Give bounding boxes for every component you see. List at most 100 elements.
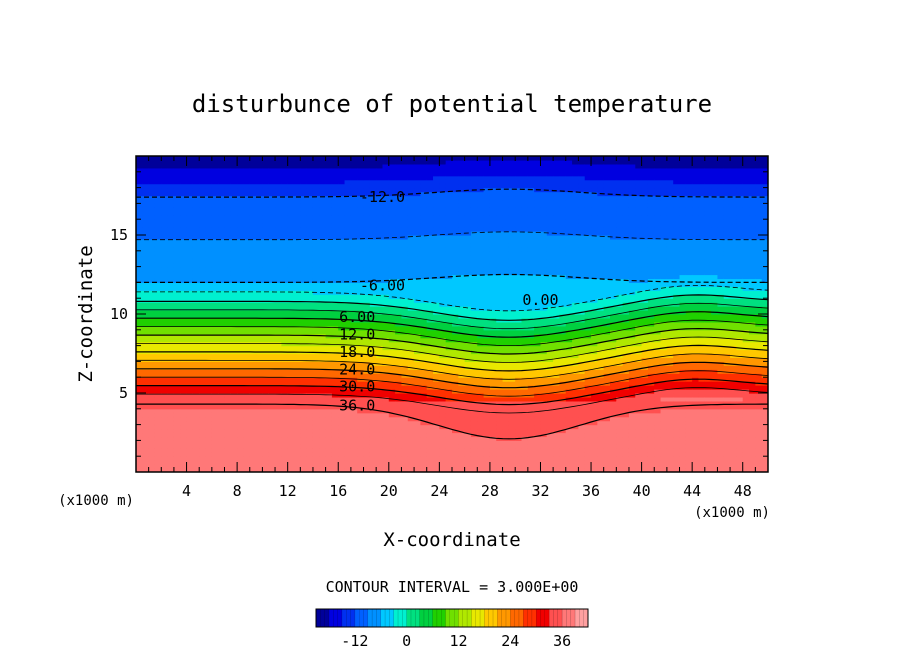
field-cell: [388, 444, 396, 449]
field-cell: [167, 456, 175, 461]
field-cell: [205, 270, 213, 276]
field-cell: [230, 183, 238, 189]
field-cell: [275, 290, 282, 295]
field-cell: [521, 440, 529, 445]
field-cell: [186, 246, 194, 252]
field-cell: [426, 235, 434, 240]
field-cell: [369, 203, 377, 208]
field-cell: [477, 298, 485, 303]
field-cell: [180, 211, 188, 216]
field-cell: [369, 428, 377, 434]
field-cell: [433, 314, 440, 319]
field-cell: [173, 337, 181, 343]
field-cell: [142, 329, 150, 335]
field-cell: [243, 254, 251, 260]
field-cell: [249, 373, 257, 378]
field-cell: [357, 416, 365, 422]
field-cell: [148, 329, 156, 335]
field-cell: [180, 377, 188, 382]
field-cell: [363, 385, 371, 390]
field-cell: [496, 266, 504, 272]
field-cell: [338, 270, 346, 276]
field-cell: [224, 385, 232, 390]
field-cell: [256, 171, 263, 177]
field-cell: [439, 460, 447, 465]
field-cell: [268, 365, 276, 370]
field-cell: [464, 400, 472, 406]
field-cell: [192, 203, 200, 208]
field-cell: [287, 207, 295, 212]
field-cell: [173, 400, 181, 406]
field-cell: [275, 416, 282, 422]
field-cell: [357, 412, 365, 418]
field-cell: [496, 199, 504, 204]
field-cell: [464, 389, 472, 394]
field-cell: [489, 302, 497, 307]
field-cell: [192, 428, 200, 434]
field-cell: [407, 290, 415, 295]
field-cell: [401, 345, 409, 351]
field-cell: [350, 179, 358, 185]
field-cell: [205, 227, 213, 232]
field-cell: [256, 424, 263, 430]
field-cell: [281, 408, 289, 414]
field-cell: [414, 199, 421, 204]
field-cell: [395, 250, 403, 256]
field-cell: [527, 381, 535, 386]
field-cell: [388, 349, 396, 355]
field-cell: [287, 373, 295, 378]
field-cell: [433, 254, 440, 260]
field-cell: [262, 416, 270, 422]
field-cell: [464, 341, 472, 347]
field-cell: [331, 215, 339, 220]
field-cell: [186, 223, 194, 228]
field-cell: [439, 464, 447, 469]
field-cell: [306, 175, 314, 181]
field-cell: [142, 408, 150, 414]
field-cell: [521, 235, 529, 240]
field-cell: [249, 223, 257, 228]
field-cell: [331, 262, 339, 268]
field-cell: [148, 159, 156, 165]
field-cell: [218, 199, 226, 204]
field-cell: [508, 337, 516, 343]
field-cell: [230, 400, 238, 406]
field-cell: [426, 369, 434, 374]
field-cell: [401, 416, 409, 422]
field-cell: [401, 396, 409, 402]
field-cell: [388, 282, 396, 287]
field-cell: [256, 294, 263, 299]
field-cell: [161, 341, 169, 347]
field-cell: [483, 195, 491, 201]
field-cell: [205, 329, 213, 335]
field-cell: [489, 282, 497, 287]
field-cell: [489, 242, 497, 248]
field-cell: [470, 440, 478, 445]
field-cell: [161, 310, 169, 315]
field-cell: [350, 290, 358, 295]
field-cell: [249, 333, 257, 339]
field-cell: [464, 242, 472, 248]
field-cell: [243, 207, 251, 212]
field-cell: [192, 298, 200, 303]
field-cell: [376, 357, 384, 362]
field-cell: [211, 274, 219, 280]
field-cell: [357, 420, 365, 426]
field-cell: [275, 428, 282, 434]
field-cell: [281, 396, 289, 402]
field-cell: [508, 333, 516, 339]
field-cell: [483, 183, 491, 189]
field-cell: [199, 207, 207, 212]
field-cell: [173, 298, 181, 303]
field-cell: [483, 416, 491, 422]
field-cell: [256, 389, 263, 394]
field-cell: [294, 365, 301, 370]
field-cell: [192, 175, 200, 181]
field-cell: [350, 171, 358, 177]
field-cell: [281, 444, 289, 449]
field-cell: [294, 373, 301, 378]
field-cell: [433, 317, 440, 323]
field-cell: [344, 440, 352, 445]
field-cell: [458, 377, 466, 382]
field-cell: [199, 179, 207, 185]
